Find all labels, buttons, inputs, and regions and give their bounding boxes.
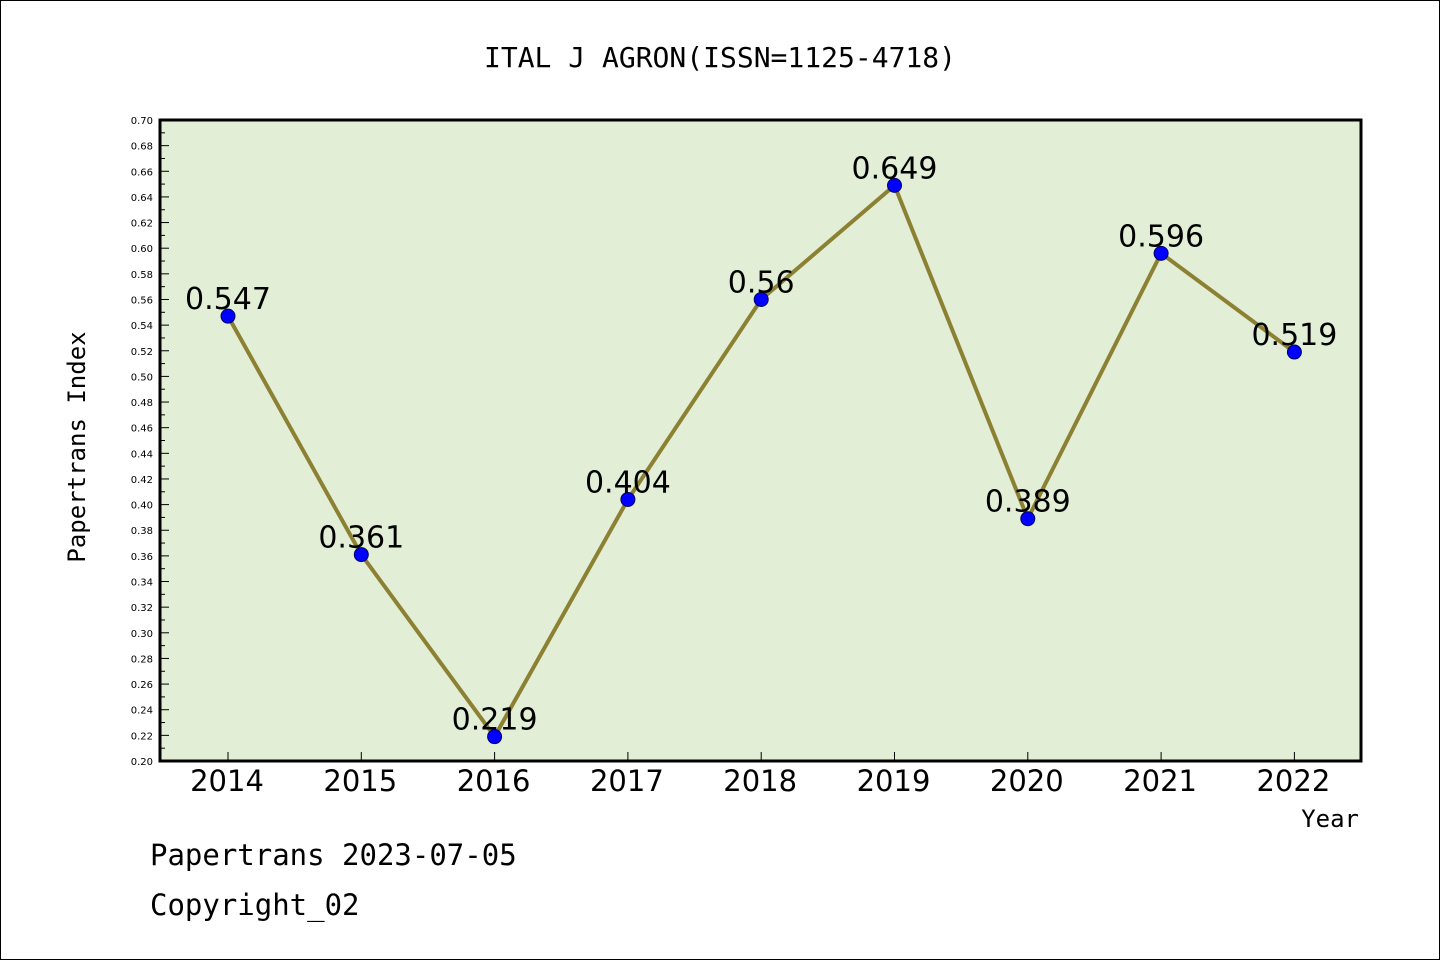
y-tick-label: 0.48 (131, 398, 153, 409)
x-tick-label: 2017 (590, 764, 664, 798)
y-tick-label: 0.44 (131, 449, 153, 460)
y-tick-label: 0.24 (131, 706, 153, 717)
y-tick-label: 0.34 (131, 578, 153, 589)
y-tick-label: 0.28 (131, 654, 153, 665)
y-tick-label: 0.42 (131, 475, 153, 486)
data-point-2016 (487, 729, 503, 745)
data-point-2015 (353, 547, 369, 563)
y-tick-label: 0.58 (131, 270, 153, 281)
x-tick-label: 2022 (1256, 764, 1330, 798)
data-point-2017 (620, 491, 636, 507)
data-point-2021 (1153, 245, 1169, 261)
x-tick-label: 2016 (457, 764, 531, 798)
y-tick-label: 0.60 (131, 244, 153, 255)
y-tick-label: 0.68 (131, 142, 153, 153)
data-label-2014: 0.547 (185, 282, 271, 317)
x-tick-label: 2014 (190, 764, 264, 798)
y-tick-label: 0.64 (131, 193, 153, 204)
y-tick-label: 0.66 (131, 167, 153, 178)
y-tick-label: 0.26 (131, 680, 153, 691)
y-tick-label: 0.52 (131, 347, 153, 358)
data-label-2017: 0.404 (585, 465, 671, 500)
x-tick-label: 2019 (857, 764, 931, 798)
data-labels: 0.547 0.361 0.219 0.404 0.56 0.649 0.389 0.596 0… (185, 151, 1337, 737)
data-point-2020 (1020, 511, 1036, 527)
y-tick-label: 0.56 (131, 295, 153, 306)
data-label-2022: 0.519 (1251, 318, 1337, 353)
y-tick-label: 0.20 (131, 757, 153, 768)
y-axis-label: Papertrans Index (63, 331, 91, 562)
data-point-2014 (220, 308, 236, 324)
y-axis-ticks: 0.20 0.22 0.24 0.26 0.28 0.30 0.32 0.34 0.36 0.38… (131, 116, 169, 768)
plot-area (158, 118, 1363, 763)
y-tick-label: 0.30 (131, 629, 153, 640)
data-label-2018: 0.56 (728, 265, 795, 300)
y-tick-label: 0.54 (131, 321, 153, 332)
y-tick-label: 0.32 (131, 603, 153, 614)
y-tick-label: 0.40 (131, 501, 153, 512)
y-tick-label: 0.70 (131, 116, 153, 127)
x-tick-label: 2020 (990, 764, 1064, 798)
footer-date: Papertrans 2023-07-05 (150, 838, 517, 872)
data-label-2016: 0.219 (452, 703, 538, 738)
x-tick-label: 2015 (323, 764, 397, 798)
y-tick-label: 0.22 (131, 731, 153, 742)
data-point-2022 (1286, 344, 1302, 360)
data-markers (220, 177, 1302, 745)
data-label-2020: 0.389 (985, 485, 1071, 520)
x-tick-label: 2021 (1123, 764, 1197, 798)
data-point-2018 (753, 291, 769, 307)
y-tick-label: 0.36 (131, 552, 153, 563)
y-tick-label: 0.38 (131, 526, 153, 537)
y-tick-label: 0.62 (131, 219, 153, 230)
data-label-2019: 0.649 (852, 151, 938, 186)
x-tick-label: 2018 (723, 764, 797, 798)
chart-title: ITAL J AGRON(ISSN=1125-4718) (484, 41, 956, 74)
x-axis-ticks: 2014 2015 2016 2017 2018 2019 2020 2021 2022 (190, 752, 1330, 798)
data-label-2015: 0.361 (318, 521, 404, 556)
footer-copyright: Copyright_02 (150, 888, 360, 923)
y-tick-label: 0.50 (131, 372, 153, 383)
y-tick-label: 0.46 (131, 424, 153, 435)
x-axis-label: Year (1301, 805, 1359, 833)
data-point-2019 (887, 177, 902, 193)
data-label-2021: 0.596 (1118, 219, 1204, 254)
